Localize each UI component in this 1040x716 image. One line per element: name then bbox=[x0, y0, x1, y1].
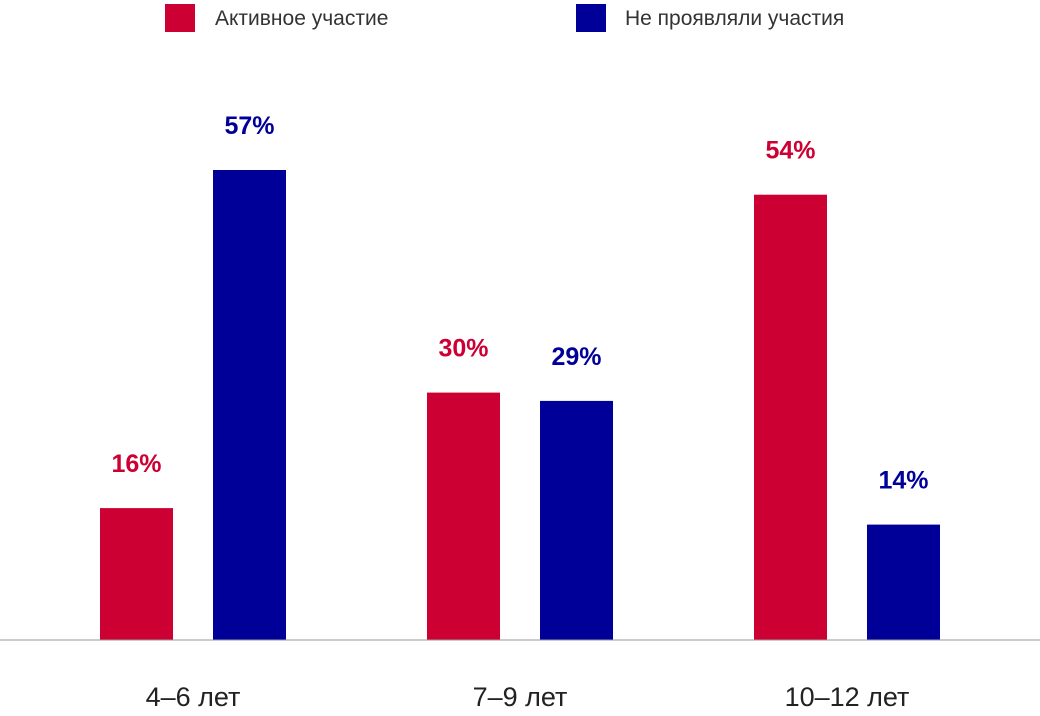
legend: Активное участие Не проявляли участия bbox=[165, 4, 844, 32]
category-labels-group: 4–6 лет 7–9 лет 10–12 лет bbox=[146, 682, 910, 712]
bar-inactive-0 bbox=[213, 170, 286, 640]
value-label-active-1: 30% bbox=[438, 335, 488, 363]
bar-active-0 bbox=[100, 508, 173, 640]
legend-swatch-inactive bbox=[576, 4, 606, 32]
legend-label-inactive: Не проявляли участия bbox=[625, 7, 844, 30]
legend-swatch-active bbox=[165, 4, 195, 32]
category-label-0: 4–6 лет bbox=[146, 682, 241, 712]
legend-label-active: Активное участие bbox=[215, 7, 388, 30]
bar-active-1 bbox=[427, 392, 500, 640]
category-label-2: 10–12 лет bbox=[785, 682, 910, 712]
value-label-inactive-1: 29% bbox=[551, 343, 601, 371]
value-label-active-0: 16% bbox=[111, 450, 161, 478]
value-label-inactive-0: 57% bbox=[224, 112, 274, 140]
category-label-1: 7–9 лет bbox=[473, 682, 568, 712]
value-labels-group: 16% 57% 30% 29% 54% 14% bbox=[111, 112, 928, 495]
bar-active-2 bbox=[754, 194, 827, 640]
value-label-inactive-2: 14% bbox=[878, 467, 928, 495]
bar-inactive-1 bbox=[540, 400, 613, 640]
value-label-active-2: 54% bbox=[765, 137, 815, 165]
bars-group bbox=[100, 170, 940, 640]
bar-inactive-2 bbox=[867, 524, 940, 640]
